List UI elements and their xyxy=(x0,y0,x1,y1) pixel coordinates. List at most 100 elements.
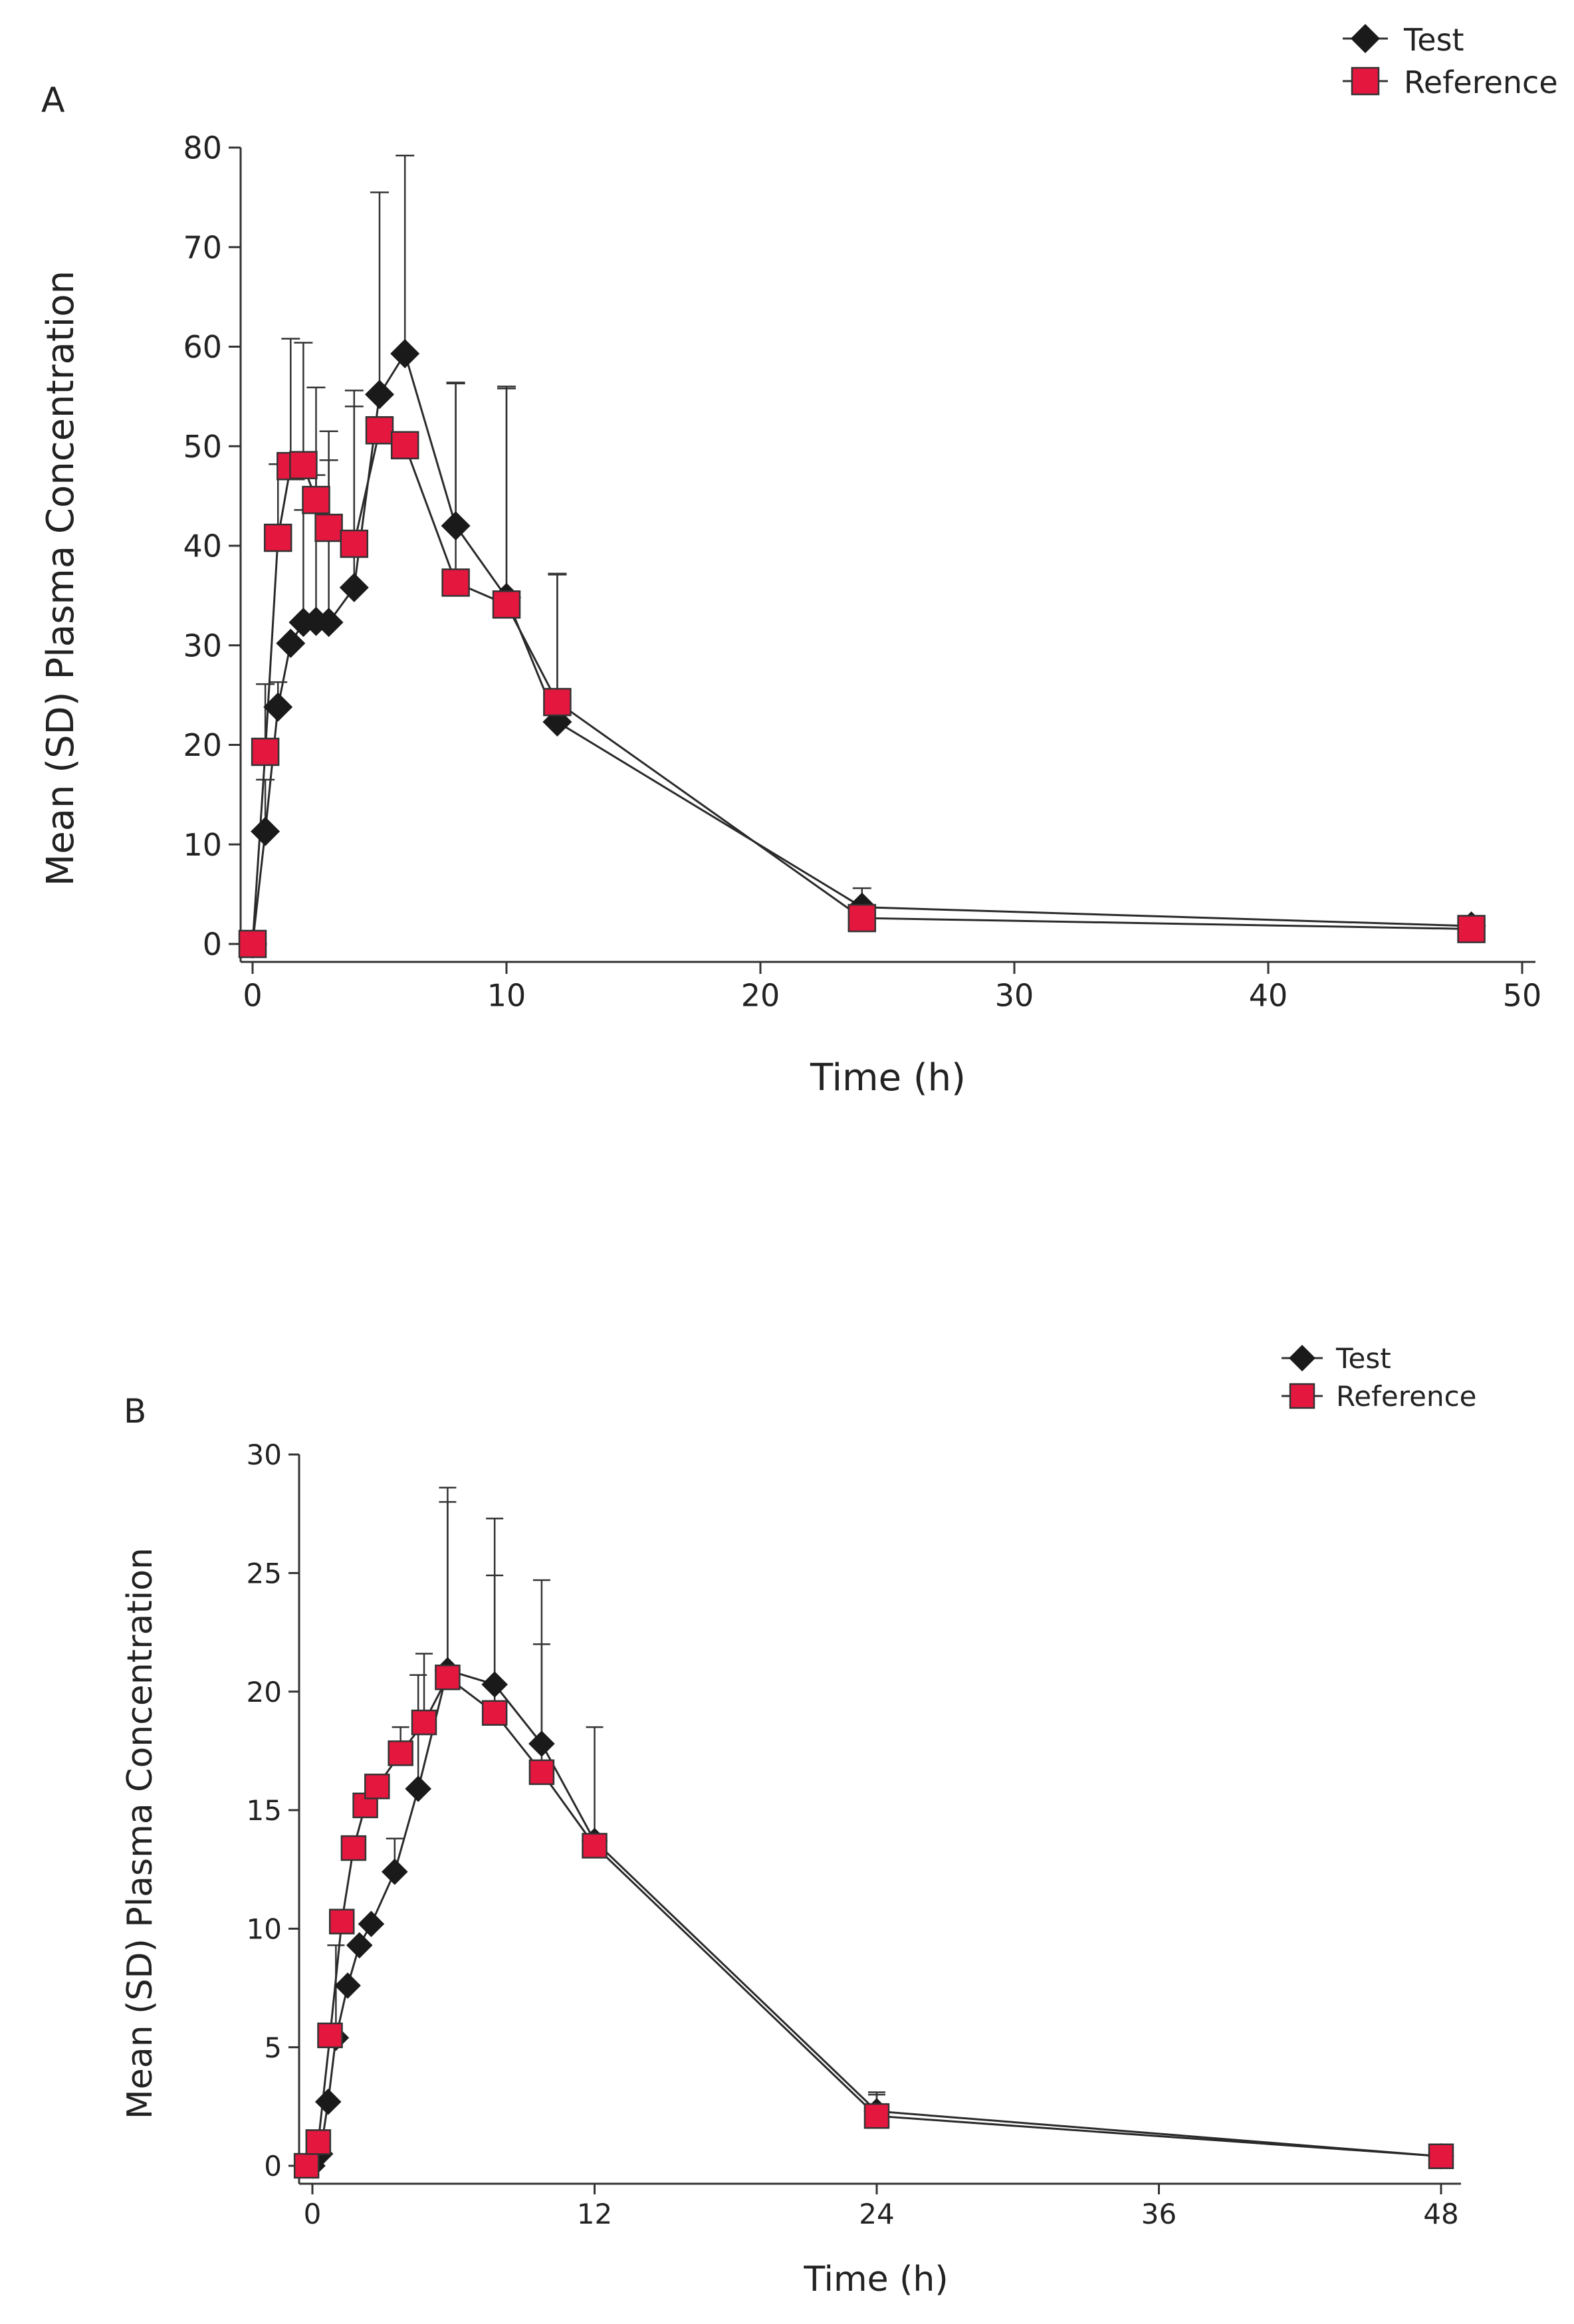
panel-b-legend-test-marker xyxy=(1289,1345,1315,1371)
panel-a-series-reference-point xyxy=(302,485,330,515)
panel-b-x-tick-label: 36 xyxy=(1141,2198,1177,2230)
panel-b-series-test-point xyxy=(382,1858,408,1885)
panel-b-x-tick-label: 12 xyxy=(577,2198,612,2230)
panel-a-series-reference-error-bar xyxy=(548,574,567,703)
panel-b-y-tick-label: 15 xyxy=(247,1794,282,1827)
panel-b-label: B xyxy=(124,1392,146,1431)
panel-a-legend-test: Test xyxy=(1403,22,1464,58)
panel-a-x-axis-label: Time (h) xyxy=(810,1056,966,1100)
panel-a-series-reference-point xyxy=(847,903,877,933)
panel-b-series-test-point xyxy=(346,1932,373,1959)
panel-a-series-reference-error-bar xyxy=(344,406,364,544)
panel-a-y-tick-label: 80 xyxy=(183,130,222,166)
panel-a-y-tick-label: 10 xyxy=(183,827,222,863)
panel-b-series-reference-point xyxy=(1428,2143,1454,2169)
panel-b-series-reference-point xyxy=(435,1665,461,1690)
panel-a-y-tick-label: 20 xyxy=(183,727,222,763)
panel-b-series-reference-point xyxy=(582,1833,608,1859)
panel-a-series-reference-point xyxy=(543,687,572,717)
panel-b-y-tick-label: 30 xyxy=(247,1439,282,1471)
panel-a-series-test-point xyxy=(339,572,369,602)
panel-a-series-test-point xyxy=(263,692,293,722)
panel-b-series-test-point xyxy=(528,1730,555,1757)
panel-b-series-test-point xyxy=(405,1776,431,1802)
panel-a-series-test-point xyxy=(441,511,471,541)
panel-a-y-tick-label: 60 xyxy=(183,329,222,365)
panel-b-series-reference-point xyxy=(317,2022,343,2049)
panel-a-x-tick-label: 0 xyxy=(243,977,262,1013)
panel-a-y-tick-label: 30 xyxy=(183,628,222,663)
panel-a-y-tick-label: 70 xyxy=(183,229,222,265)
panel-b-series-reference-error-bar xyxy=(439,1501,457,1678)
panel-a-y-tick-label: 40 xyxy=(183,528,222,564)
panel-b-series-reference-point xyxy=(528,1759,555,1786)
panel-b-y-tick-label: 10 xyxy=(247,1913,282,1945)
panel-a-series-test-point xyxy=(314,608,344,638)
panel-a-series-reference-point xyxy=(314,513,343,542)
panel-b-legend-test: Test xyxy=(1335,1342,1391,1375)
panel-b-y-axis-label: Mean (SD) Plasma Concentration xyxy=(120,1548,160,2119)
panel-b-y-tick-label: 5 xyxy=(264,2032,282,2064)
panel-a-legend: Test Reference xyxy=(1343,22,1558,100)
panel-b-series-test-error-bar xyxy=(327,1944,345,2038)
panel-a-series-reference-point xyxy=(263,523,292,552)
panel-a-series-reference-point xyxy=(251,737,280,766)
panel-a-series-reference-error-bar xyxy=(446,382,465,583)
panel-b-x-tick-label: 48 xyxy=(1423,2198,1458,2230)
panel-a-label: A xyxy=(41,80,65,120)
panel-a-series-reference-point xyxy=(238,929,267,959)
panel-b-series-reference-point xyxy=(388,1740,413,1766)
panel-a-series-test-error-bar xyxy=(395,154,415,354)
panel-b-chart: B 0 5 10 15 20 25 30 0 12 24 36 48 Time (h) Mean (S… xyxy=(120,1342,1477,2299)
panel-b-series-test-error-bar xyxy=(586,1726,604,1841)
panel-b-x-tick-label: 24 xyxy=(859,2198,894,2230)
panel-a-x-tick-label: 10 xyxy=(487,977,526,1013)
panel-b-x-tick-label: 0 xyxy=(304,2198,322,2230)
panel-a-series-reference-point xyxy=(492,590,521,619)
panel-a-series-reference-point xyxy=(289,451,318,479)
panel-b-series-reference-point xyxy=(305,2129,332,2155)
panel-b-series-reference-point xyxy=(481,1700,508,1726)
panel-a-legend-reference: Reference xyxy=(1404,64,1558,100)
panel-b-series-reference-point xyxy=(411,1709,437,1736)
panel-a-x-tick-label: 40 xyxy=(1249,977,1288,1013)
panel-b-y-tick-label: 20 xyxy=(247,1676,282,1708)
panel-a-series-reference-point xyxy=(390,431,419,460)
panel-a-series-reference-point xyxy=(340,529,369,558)
panel-b-series-test-point xyxy=(481,1671,508,1698)
panel-a-y-axis-label: Mean (SD) Plasma Concentration xyxy=(39,271,82,886)
panel-a-series-reference-point xyxy=(365,416,394,445)
panel-b-y-tick-label: 0 xyxy=(264,2150,282,2182)
panel-b-x-axis-label: Time (h) xyxy=(803,2260,948,2299)
panel-b-series-reference-point xyxy=(863,2103,890,2129)
panel-a-x-tick-label: 50 xyxy=(1503,977,1542,1013)
panel-b-series-reference-point xyxy=(364,1774,390,1800)
panel-a-series-test-point xyxy=(365,380,394,409)
panel-a-series-reference-error-bar xyxy=(281,338,300,467)
panel-a-series-test-point xyxy=(276,628,306,658)
panel-b-legend: Test Reference xyxy=(1282,1342,1477,1413)
panel-a-x-tick-label: 20 xyxy=(741,977,780,1013)
panel-b-series-test-point xyxy=(358,1911,385,1937)
panel-a-series-test-error-bar xyxy=(370,191,389,395)
panel-a-series-test-point xyxy=(251,816,281,846)
panel-b-legend-reference-marker xyxy=(1289,1383,1315,1409)
panel-a-series-reference-error-bar xyxy=(306,386,326,501)
panel-b-y-tick-label: 25 xyxy=(247,1557,282,1589)
panel-a-y-tick-label: 50 xyxy=(183,429,222,465)
panel-b-series-reference-point xyxy=(293,2152,320,2179)
panel-a-series-reference-point xyxy=(441,568,470,597)
panel-a-series-reference-point xyxy=(1457,915,1486,943)
panel-a-legend-test-marker xyxy=(1351,24,1380,53)
panel-a-y-tick-label: 0 xyxy=(203,927,222,963)
panel-a-series-test-point xyxy=(390,338,420,368)
panel-b-legend-reference: Reference xyxy=(1336,1380,1477,1413)
panel-a-legend-reference-marker xyxy=(1351,66,1380,96)
panel-b-series-test-point xyxy=(334,1972,361,1999)
panel-b-series-reference-point xyxy=(328,1909,355,1934)
panel-a-series-reference-error-bar xyxy=(294,342,313,465)
panel-b-series-test-point xyxy=(314,2088,342,2115)
panel-a-series-reference-error-bar xyxy=(497,388,516,605)
